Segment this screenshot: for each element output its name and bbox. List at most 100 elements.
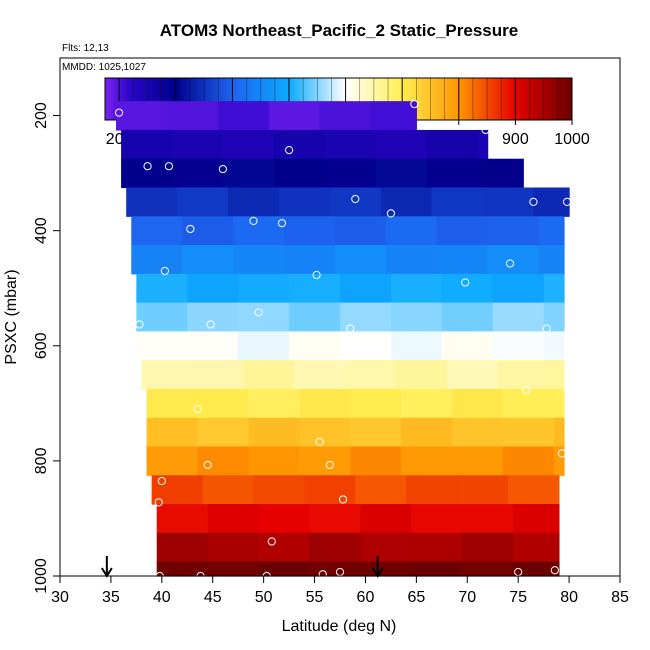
x-tick-label: 55 — [306, 589, 324, 606]
flight-point — [157, 476, 166, 486]
heatmap-cell — [533, 187, 570, 217]
heatmap-cell — [401, 446, 453, 476]
heatmap-cell — [202, 475, 255, 505]
y-tick-label: 200 — [33, 102, 50, 129]
heatmap-cell — [502, 417, 555, 448]
flights-note: Flts: 12,13 — [62, 43, 109, 54]
flight-point — [267, 537, 276, 546]
flight-point — [114, 108, 124, 117]
heatmap-cell — [238, 273, 290, 304]
x-tick-label: 40 — [153, 589, 171, 606]
heatmap-cell — [182, 245, 234, 275]
heatmap-cell — [492, 331, 545, 361]
flight-point — [277, 219, 287, 228]
heatmap-cell — [385, 245, 438, 275]
heatmap-cell — [268, 101, 321, 131]
heatmap-cell — [538, 216, 565, 246]
heatmap-cell — [513, 504, 560, 534]
heatmap-cell — [299, 417, 351, 448]
heatmap-cell — [340, 331, 392, 361]
heatmap-cell — [441, 331, 494, 361]
heatmap-cell — [156, 532, 209, 563]
flight-point — [164, 162, 174, 171]
x-axis-label: Latitude (deg N) — [282, 618, 397, 635]
heatmap-cell — [172, 158, 224, 189]
heatmap-cell — [187, 273, 239, 304]
plot-frame — [59, 57, 621, 577]
heatmap-cell — [390, 331, 443, 361]
heatmap-cell — [431, 187, 484, 217]
x-tick-label: 45 — [204, 589, 222, 606]
heatmap-cell — [513, 532, 560, 563]
heatmap-cell — [462, 504, 514, 534]
heatmap-cell — [324, 129, 377, 160]
flight-point — [346, 324, 355, 333]
heatmap-cell — [258, 532, 311, 563]
heatmap-cell — [543, 302, 565, 332]
heatmap-cell — [380, 187, 433, 217]
heatmap-cell — [299, 388, 351, 419]
x-tick-label: 75 — [509, 589, 527, 606]
x-axis: 30 35 40 45 50 55 60 65 70 75 80 85 — [51, 576, 629, 606]
flight-arrow — [100, 556, 113, 578]
y-tick-label: 800 — [33, 447, 50, 474]
x-tick-label: 60 — [357, 589, 375, 606]
heatmap-cell — [197, 417, 249, 448]
heatmap-cell — [156, 504, 209, 534]
y-tick-label: 400 — [33, 217, 50, 244]
heatmap-cell — [289, 273, 341, 304]
x-tick-label: 35 — [102, 589, 120, 606]
flight-point — [475, 333, 484, 342]
flight-point — [461, 278, 470, 287]
heatmap-cell — [278, 187, 331, 217]
flight-point — [325, 460, 334, 470]
heatmap-cell — [396, 360, 448, 390]
heatmap-cell — [390, 273, 443, 304]
heatmap-cell — [177, 187, 229, 217]
heatmap-cell — [141, 360, 193, 390]
heatmap-cell — [248, 446, 300, 476]
heatmap-cell — [487, 245, 540, 275]
heatmap-cell — [390, 302, 443, 332]
flight-point — [218, 164, 228, 174]
heatmap-cell — [426, 129, 479, 160]
heatmap-cell — [258, 561, 311, 577]
heatmap-cell — [258, 504, 311, 534]
heatmap-cell — [508, 475, 560, 505]
heatmap-cell — [452, 446, 504, 476]
heatmap-cell — [289, 302, 341, 332]
y-tick-label: 600 — [33, 332, 50, 359]
flight-point — [154, 498, 163, 507]
heatmap-cell — [121, 158, 173, 189]
heatmap-cell — [502, 446, 555, 476]
heatmap-cell — [248, 417, 300, 448]
heatmap-cell — [192, 360, 244, 390]
heatmap-cell — [243, 360, 295, 390]
heatmap-cell — [273, 158, 326, 189]
chart-title: ATOM3 Northeast_Pacific_2 Static_Pressur… — [160, 21, 518, 40]
heatmap-cell — [136, 331, 188, 361]
heatmap-cell — [350, 446, 402, 476]
flight-point — [410, 99, 419, 109]
heatmap-cell — [136, 273, 188, 304]
heatmap-cell — [345, 360, 397, 390]
heatmap-cell — [197, 446, 249, 476]
heatmap-cell — [462, 561, 514, 577]
flight-point — [562, 197, 572, 206]
heatmap-cell — [146, 388, 199, 419]
heatmap-cell — [121, 129, 173, 160]
heatmap-cell — [548, 360, 565, 390]
flight-point — [522, 385, 531, 395]
x-tick-label: 85 — [611, 589, 629, 606]
flight-point — [481, 125, 490, 135]
flight-point — [542, 324, 551, 333]
heatmap-cell — [187, 331, 239, 361]
heatmap-cell — [207, 504, 260, 534]
heatmap-cell — [452, 417, 504, 448]
colorbar-tick-label: 900 — [502, 131, 529, 148]
heatmap-cell — [401, 417, 453, 448]
y-axis: 200 400 600 800 1000 — [33, 102, 60, 594]
heatmap-cell — [136, 302, 188, 332]
heatmap-cell — [457, 475, 509, 505]
